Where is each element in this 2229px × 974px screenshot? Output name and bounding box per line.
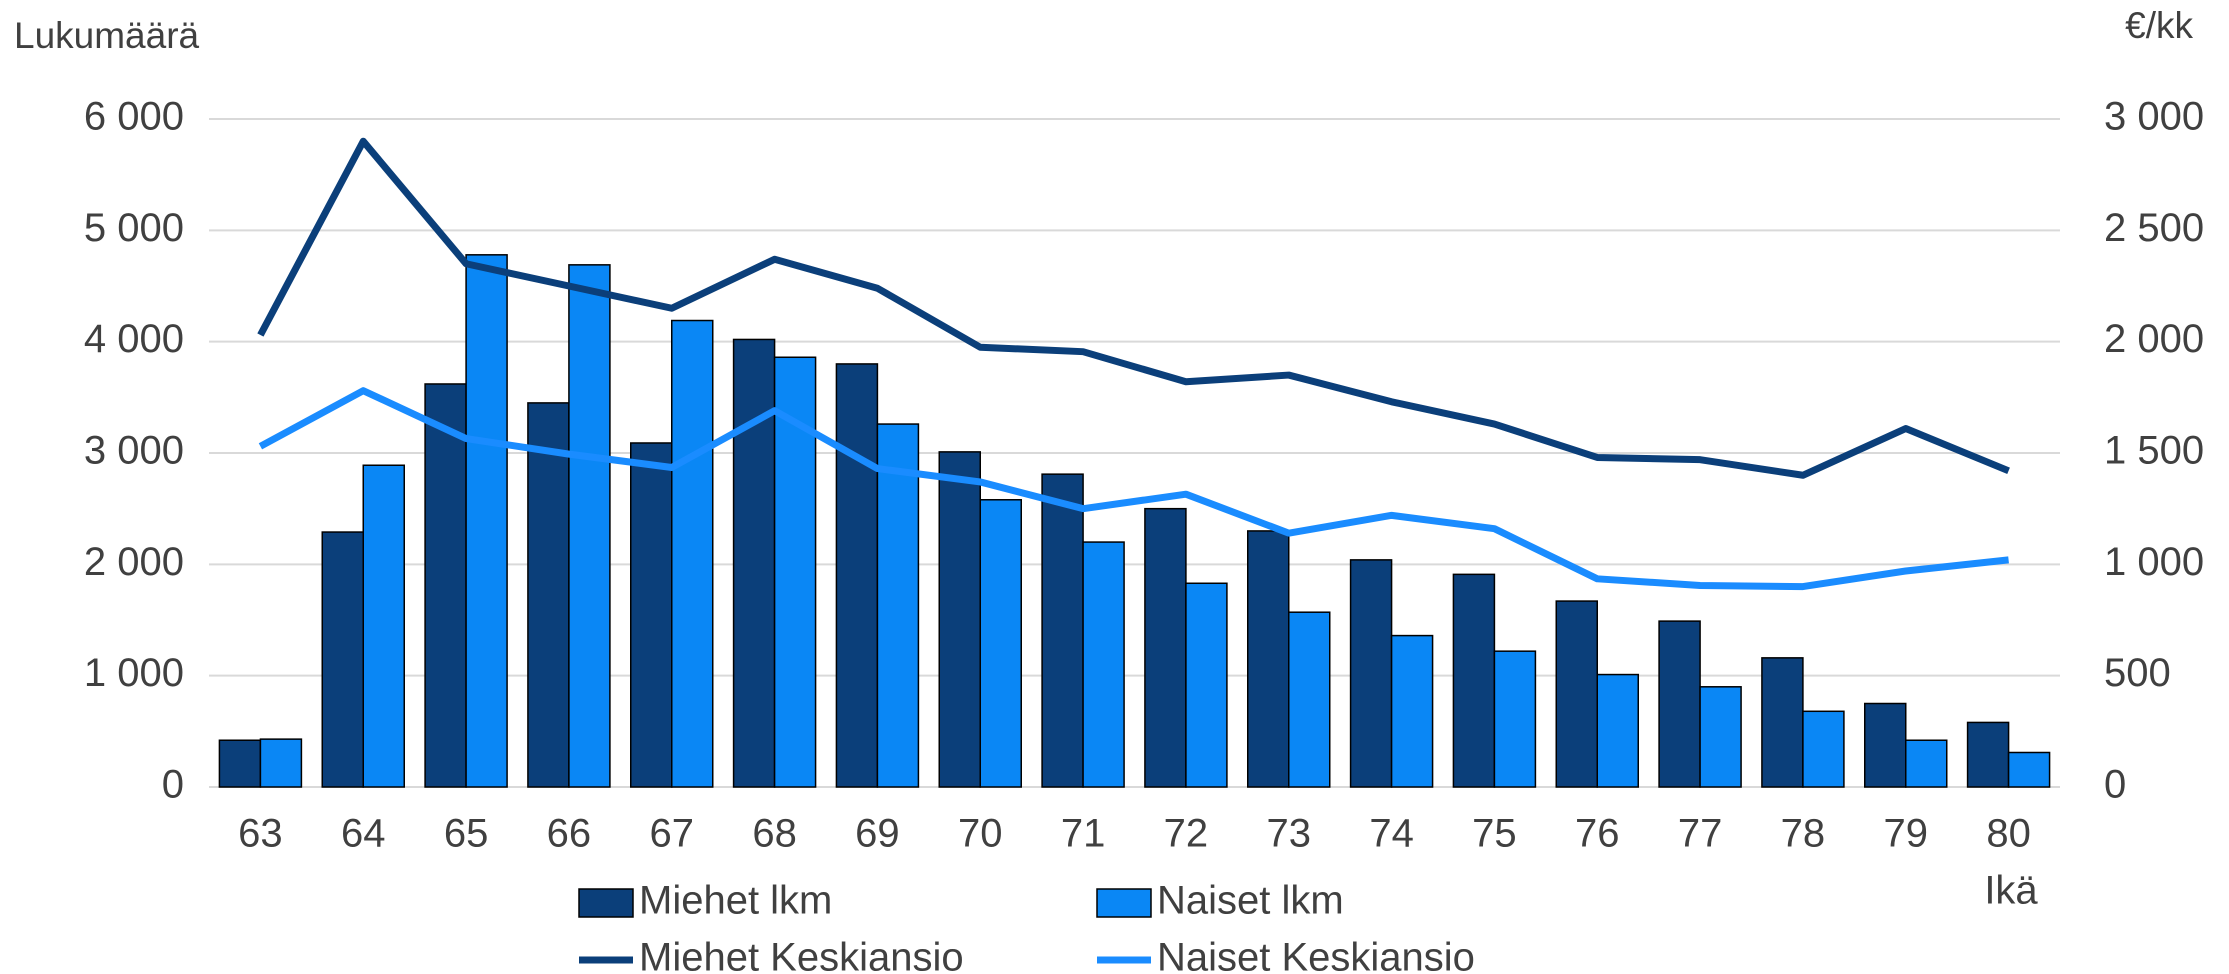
x-tick-label: 67	[650, 812, 695, 856]
y2-tick-label: 0	[2104, 763, 2126, 807]
legend-label: Miehet lkm	[639, 879, 832, 923]
bar	[1905, 739, 1948, 788]
x-tick-label: 77	[1678, 812, 1723, 856]
x-tick-label: 73	[1267, 812, 1312, 856]
y2-tick-label: 1 500	[2104, 429, 2204, 473]
y-tick-label: 2 000	[84, 540, 184, 584]
bar	[1864, 702, 1907, 788]
x-tick-label: 71	[1061, 812, 1106, 856]
legend-label: Miehet Keskiansio	[639, 936, 964, 974]
y2-tick-label: 2 500	[2104, 206, 2204, 250]
bar	[465, 254, 508, 788]
legend-swatch	[578, 888, 634, 918]
bar	[1288, 611, 1331, 788]
bar	[259, 738, 303, 788]
bar	[1555, 600, 1598, 788]
legend-label: Naiset lkm	[1157, 879, 1344, 923]
bar	[1041, 473, 1084, 788]
x-tick-label: 72	[1164, 812, 1209, 856]
y2-axis-label: €/kk	[2125, 5, 2193, 46]
bar	[2007, 751, 2051, 788]
bar	[568, 264, 611, 788]
x-tick-label: 65	[444, 812, 489, 856]
bar	[938, 451, 981, 788]
bar	[1658, 620, 1701, 788]
x-tick-label: 66	[547, 812, 592, 856]
bar	[218, 739, 262, 788]
y-tick-label: 6 000	[84, 95, 184, 139]
bar	[362, 464, 405, 788]
x-tick-label: 79	[1884, 812, 1929, 856]
legend-swatch	[1096, 888, 1152, 918]
y-tick-label: 5 000	[84, 206, 184, 250]
x-tick-label: 69	[855, 812, 900, 856]
x-tick-label: 78	[1781, 812, 1826, 856]
bar	[321, 531, 364, 788]
y-tick-label: 3 000	[84, 429, 184, 473]
legend-label: Naiset Keskiansio	[1157, 936, 1475, 974]
bar	[1082, 541, 1125, 788]
bar	[1390, 634, 1434, 788]
bar	[732, 338, 776, 788]
x-tick-label: 63	[238, 812, 283, 856]
bar	[835, 363, 879, 788]
bar	[424, 383, 467, 788]
bar	[979, 499, 1022, 788]
y2-tick-label: 1 000	[2104, 540, 2204, 584]
bar	[1966, 721, 2010, 788]
x-tick-label: 76	[1575, 812, 1620, 856]
y-tick-label: 1 000	[84, 651, 184, 695]
bar	[876, 423, 920, 788]
x-tick-label: 68	[752, 812, 797, 856]
bar	[1699, 686, 1742, 788]
line	[258, 387, 2009, 591]
bar	[1247, 530, 1290, 788]
y2-tick-label: 3 000	[2104, 95, 2204, 139]
bar	[630, 442, 673, 788]
x-tick-label: 80	[1986, 812, 2031, 856]
y2-tick-label: 500	[2104, 651, 2171, 695]
bar	[1802, 710, 1845, 788]
x-tick-label: 64	[341, 812, 386, 856]
y2-tick-label: 2 000	[2104, 317, 2204, 361]
y-tick-label: 4 000	[84, 317, 184, 361]
bar	[1349, 559, 1393, 788]
y-tick-label: 0	[162, 763, 184, 807]
x-tick-label: 74	[1369, 812, 1414, 856]
bar	[1761, 657, 1804, 788]
bar	[1493, 650, 1537, 788]
line	[257, 137, 2010, 479]
x-axis-label: Ikä	[1984, 869, 2038, 913]
x-tick-label: 70	[958, 812, 1003, 856]
bar	[527, 402, 570, 788]
y-axis-label: Lukumäärä	[14, 15, 200, 56]
bar	[1144, 507, 1187, 788]
bar	[1596, 673, 1639, 788]
bar	[1185, 582, 1228, 788]
bar	[671, 319, 714, 788]
bar	[1452, 573, 1496, 788]
x-tick-label: 75	[1472, 812, 1517, 856]
